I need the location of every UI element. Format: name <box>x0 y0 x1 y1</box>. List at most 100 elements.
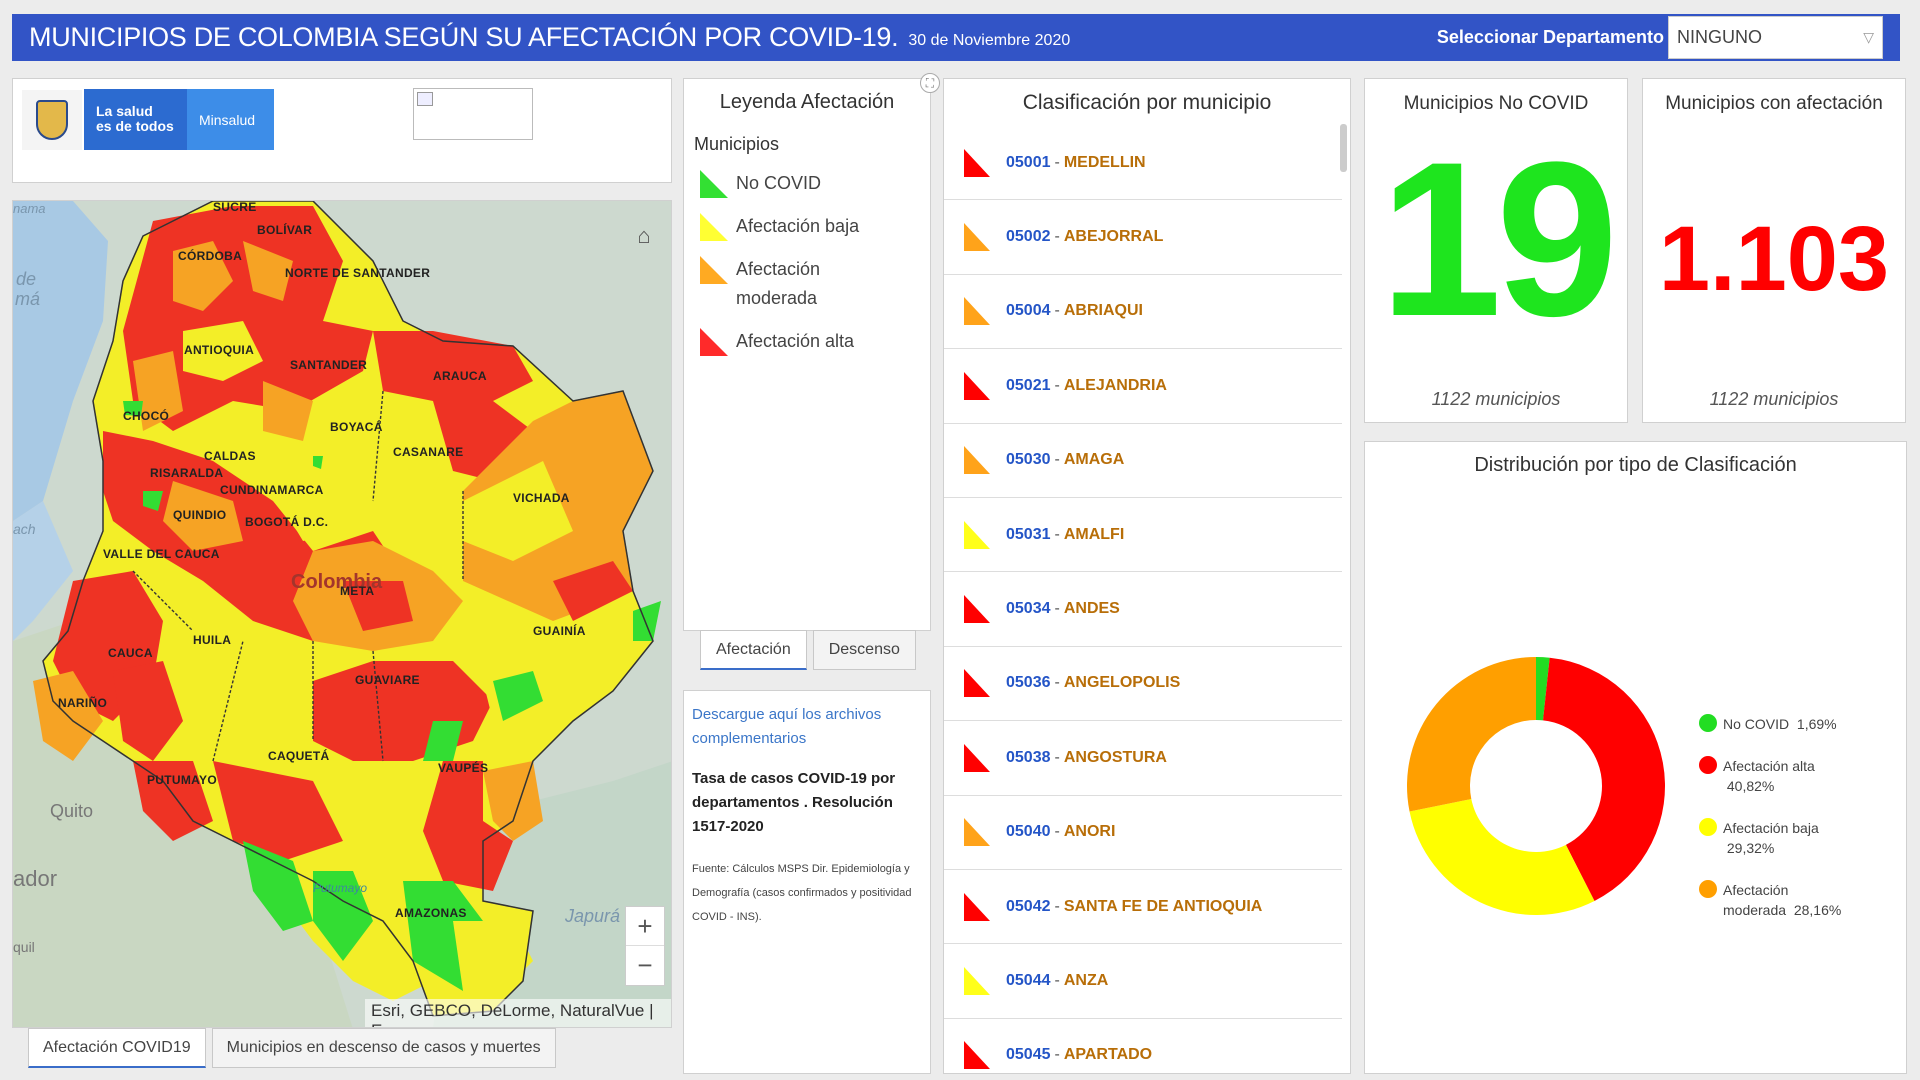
map-label-norte-santander: NORTE DE SANTANDER <box>285 266 431 280</box>
municipality-list[interactable]: 05001- MEDELLIN 05002- ABEJORRAL 05004- ABRIA… <box>944 126 1342 1073</box>
map-label-cordoba: CÓRDOBA <box>178 249 243 263</box>
expand-icon[interactable]: ⛶ <box>920 73 940 93</box>
donut-legend-pct: 28,16% <box>1793 902 1842 918</box>
list-item[interactable]: 05001- MEDELLIN <box>944 126 1342 201</box>
list-item[interactable]: 05038- ANGOSTURA <box>944 721 1342 796</box>
separator: - <box>1054 525 1060 543</box>
tab-municipios-descenso[interactable]: Municipios en descenso de casos y muerte… <box>211 1028 556 1068</box>
legend-item-no-covid: No COVID <box>700 169 930 198</box>
minsalud-logo: La salud es de todos Minsalud <box>84 89 274 150</box>
legend-swatch-yellow <box>700 213 728 241</box>
map-label-bolivar: BOLÍVAR <box>257 223 313 237</box>
list-item[interactable]: 05045- APARTADO <box>944 1019 1342 1073</box>
legend-swatch-green <box>700 170 728 198</box>
logo-panel: La salud es de todos Minsalud <box>12 78 672 183</box>
download-link[interactable]: Descargue aquí los archivos complementar… <box>692 706 882 747</box>
legend-dot-icon <box>1699 880 1717 898</box>
broken-image-icon <box>417 92 433 106</box>
distribution-title: Distribución por tipo de Clasificación <box>1474 454 1797 476</box>
map-attribution[interactable]: Esri, GEBCO, DeLorme, NaturalVue | E... <box>365 999 671 1027</box>
municipality-name: ALEJANDRIA <box>1063 376 1167 394</box>
map-text-putumayo-river: Putumayo <box>313 881 368 895</box>
donut-legend-item[interactable]: No COVID 1,69% <box>1699 714 1853 734</box>
list-scrollbar[interactable] <box>1340 124 1347 172</box>
legend-dot-icon <box>1699 818 1717 836</box>
map-label-cauca: CAUCA <box>108 646 153 660</box>
list-item[interactable]: 05030- AMAGA <box>944 424 1342 498</box>
map-label-sucre: SUCRE <box>213 200 257 214</box>
legend-label: Afectación baja <box>736 216 860 236</box>
legend-item-moderada: Afectación moderada <box>700 255 930 313</box>
classification-flag-icon <box>964 148 990 177</box>
municipality-name: ABEJORRAL <box>1063 228 1164 246</box>
list-item[interactable]: 05036- ANGELOPOLIS <box>944 647 1342 722</box>
classification-flag-icon <box>964 669 990 698</box>
zoom-out-button[interactable]: − <box>637 950 653 980</box>
donut-legend-label: No COVID 1,69% <box>1723 714 1853 734</box>
tab-afectacion[interactable]: Afectación <box>700 630 807 670</box>
classification-flag-icon <box>964 1041 990 1070</box>
donut-slice-3[interactable] <box>1407 657 1536 812</box>
separator: - <box>1054 897 1060 915</box>
legend-swatch-orange <box>700 256 728 284</box>
list-item[interactable]: 05044- ANZA <box>944 944 1342 1019</box>
map-label-amazonas: AMAZONAS <box>395 906 467 920</box>
municipality-name: ABRIAQUI <box>1063 302 1143 320</box>
donut-legend-name: Afectación baja <box>1723 820 1819 836</box>
kpi-no-covid: Municipios No COVID 19 1122 municipios <box>1364 78 1628 423</box>
list-item[interactable]: 05004- ABRIAQUI <box>944 275 1342 350</box>
municipality-name: ANGOSTURA <box>1063 748 1167 766</box>
list-item[interactable]: 05031- AMALFI <box>944 498 1342 573</box>
donut-legend-item[interactable]: Afectación baja 29,32% <box>1699 818 1853 858</box>
map-label-narino: NARIÑO <box>58 696 108 710</box>
map-label-cundinamarca: CUNDINAMARCA <box>220 483 324 497</box>
donut-legend-name: No COVID <box>1723 716 1790 732</box>
map-text-nama: nama <box>13 201 46 216</box>
separator: - <box>1054 674 1060 692</box>
donut-legend-item[interactable]: Afectación moderada 28,16% <box>1699 880 1853 920</box>
map-country-label: Colombia <box>291 571 383 593</box>
list-item[interactable]: 05042- SANTA FE DE ANTIOQUIA <box>944 870 1342 945</box>
map-text-de: de <box>16 269 37 289</box>
municipality-code: 05004 <box>1006 302 1051 320</box>
classification-flag-icon <box>964 743 990 772</box>
donut-legend-pct: 1,69% <box>1796 716 1837 732</box>
legend-dot-icon <box>1699 714 1717 732</box>
donut-legend-item[interactable]: Afectación alta 40,82% <box>1699 756 1853 796</box>
minsalud-name: Minsalud <box>187 89 274 150</box>
map-label-putumayo: PUTUMAYO <box>147 773 217 787</box>
zoom-control: + − <box>625 906 665 986</box>
donut-legend-name: Afectación alta <box>1723 758 1815 774</box>
zoom-in-button[interactable]: + <box>626 907 664 946</box>
municipality-code: 05030 <box>1006 451 1051 469</box>
municipality-name: ANORI <box>1063 823 1116 841</box>
list-item[interactable]: 05021- ALEJANDRIA <box>944 349 1342 424</box>
tab-afectacion-covid19[interactable]: Afectación COVID19 <box>28 1028 206 1068</box>
info-panel: Descargue aquí los archivos complementar… <box>683 690 931 1074</box>
donut-chart[interactable] <box>1365 442 1908 1075</box>
map-text-ma: má <box>15 289 41 309</box>
department-select[interactable]: NINGUNO ▽ <box>1668 16 1883 59</box>
map-text-quito: Quito <box>50 801 94 821</box>
map-label-boyaca: BOYACÁ <box>330 420 383 434</box>
colombia-coat-of-arms-icon <box>22 90 82 150</box>
list-item[interactable]: 05034- ANDES <box>944 572 1342 647</box>
donut-slice-2[interactable] <box>1409 799 1595 915</box>
classification-flag-icon <box>964 892 990 921</box>
tab-descenso[interactable]: Descenso <box>812 630 916 670</box>
map-view[interactable]: SUCRE BOLÍVAR CÓRDOBA NORTE DE SANTANDER… <box>12 200 672 1028</box>
donut-slice-0[interactable] <box>1536 657 1550 721</box>
map-label-casanare: CASANARE <box>393 445 464 459</box>
list-item[interactable]: 05002- ABEJORRAL <box>944 200 1342 275</box>
municipality-code: 05044 <box>1006 971 1051 989</box>
donut-slice-1[interactable] <box>1542 657 1665 901</box>
kpi-afectacion-value: 1.103 <box>1658 208 1890 310</box>
map-tabs: Afectación COVID19 Municipios en descens… <box>28 1028 562 1068</box>
map-home-button[interactable]: ⌂ <box>627 219 661 253</box>
kpi-no-covid-title: Municipios No COVID <box>1403 93 1589 114</box>
map-canvas[interactable] <box>13 201 672 1028</box>
broken-image <box>413 88 533 140</box>
list-item[interactable]: 05040- ANORI <box>944 796 1342 870</box>
classification-flag-icon <box>964 520 990 549</box>
